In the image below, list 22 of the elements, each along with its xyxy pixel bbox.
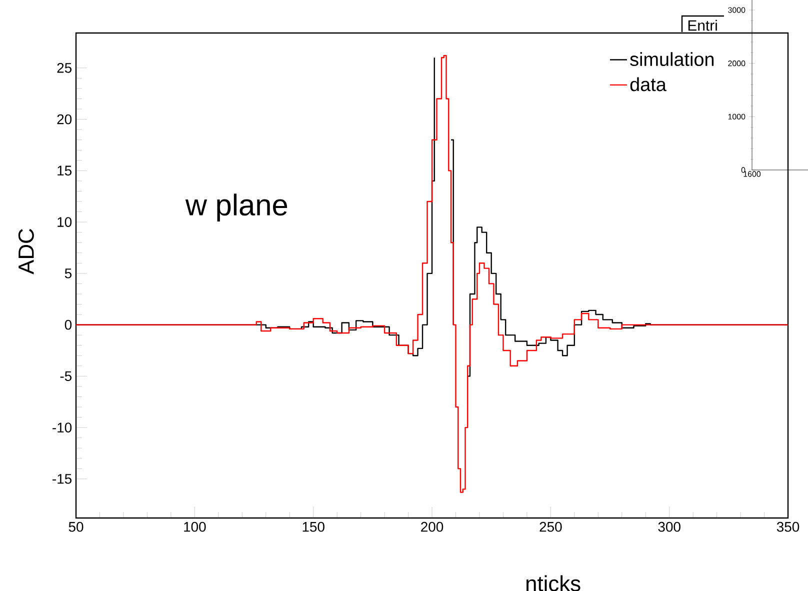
x-tick-label: 50 (68, 522, 84, 532)
x-tick-label: 200 (421, 522, 444, 532)
text: Entri (688, 20, 717, 31)
x-axis-title: nticks (526, 575, 580, 591)
x-tick-label: 250 (540, 522, 562, 532)
y-tick-label: 10 (58, 217, 72, 227)
legend-label: data (630, 77, 666, 92)
x-tick-label: 150 (302, 522, 324, 532)
y-tick-label: 15 (58, 166, 72, 176)
y-tick-label: 20 (57, 114, 72, 124)
legend-label: simulation (630, 52, 714, 66)
x-tick-label: 300 (658, 522, 680, 532)
y-tick-label: -5 (60, 371, 72, 382)
y-axis-title: ADC (18, 228, 34, 274)
x-tick-label: 100 (184, 522, 206, 532)
annotation: w plane (185, 194, 288, 222)
y-tick-label: -15 (52, 474, 72, 484)
y-tick-label: 0 (64, 320, 72, 330)
x-tick-label: 350 (776, 522, 800, 532)
y-tick-label: -10 (52, 422, 72, 433)
y-tick-label: 25 (57, 62, 72, 73)
y-tick-label: 5 (64, 268, 72, 278)
